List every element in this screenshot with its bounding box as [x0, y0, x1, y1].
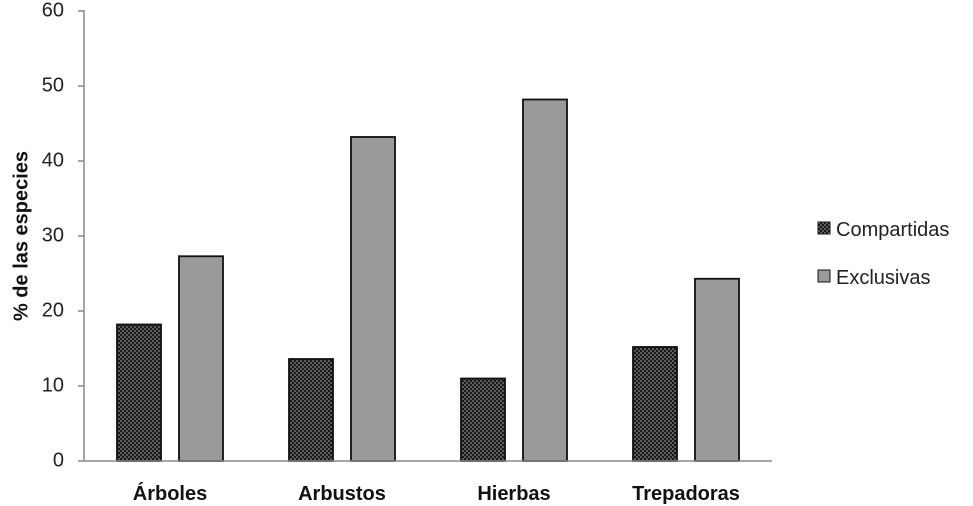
bars	[116, 98, 740, 462]
bar-compartidas-1	[288, 358, 334, 462]
y-tick-label: 30	[42, 224, 64, 246]
bar-exclusivas-0	[178, 255, 224, 462]
x-category-labels: Árboles Arbustos Hierbas Trepadoras	[133, 482, 740, 505]
y-tick-label: 10	[42, 374, 64, 396]
bar-compartidas-3	[632, 346, 678, 462]
y-tick-labels: 0 10 20 30 40 50 60	[42, 0, 84, 471]
x-category-label: Trepadoras	[632, 483, 740, 505]
legend-label-exclusivas: Exclusivas	[836, 267, 930, 289]
legend: Compartidas Exclusivas	[817, 219, 949, 289]
bar-compartidas-0	[116, 323, 162, 462]
bar-exclusivas-3	[694, 277, 740, 462]
y-tick-label: 50	[42, 74, 64, 96]
bar-exclusivas-1	[350, 136, 396, 462]
y-tick-label: 0	[53, 449, 64, 471]
y-axis-title: % de las especies	[10, 151, 32, 321]
bar-exclusivas-2	[522, 98, 568, 462]
x-category-label: Árboles	[133, 482, 207, 505]
legend-label-compartidas: Compartidas	[836, 219, 949, 241]
y-tick-label: 40	[42, 149, 64, 171]
x-category-label: Hierbas	[477, 483, 550, 505]
y-tick-label: 60	[42, 0, 64, 21]
legend-swatch-exclusivas	[817, 269, 831, 283]
x-category-label: Arbustos	[298, 483, 386, 505]
bar-compartidas-2	[460, 377, 506, 462]
legend-swatch-compartidas	[817, 221, 831, 235]
y-tick-label: 20	[42, 299, 64, 321]
